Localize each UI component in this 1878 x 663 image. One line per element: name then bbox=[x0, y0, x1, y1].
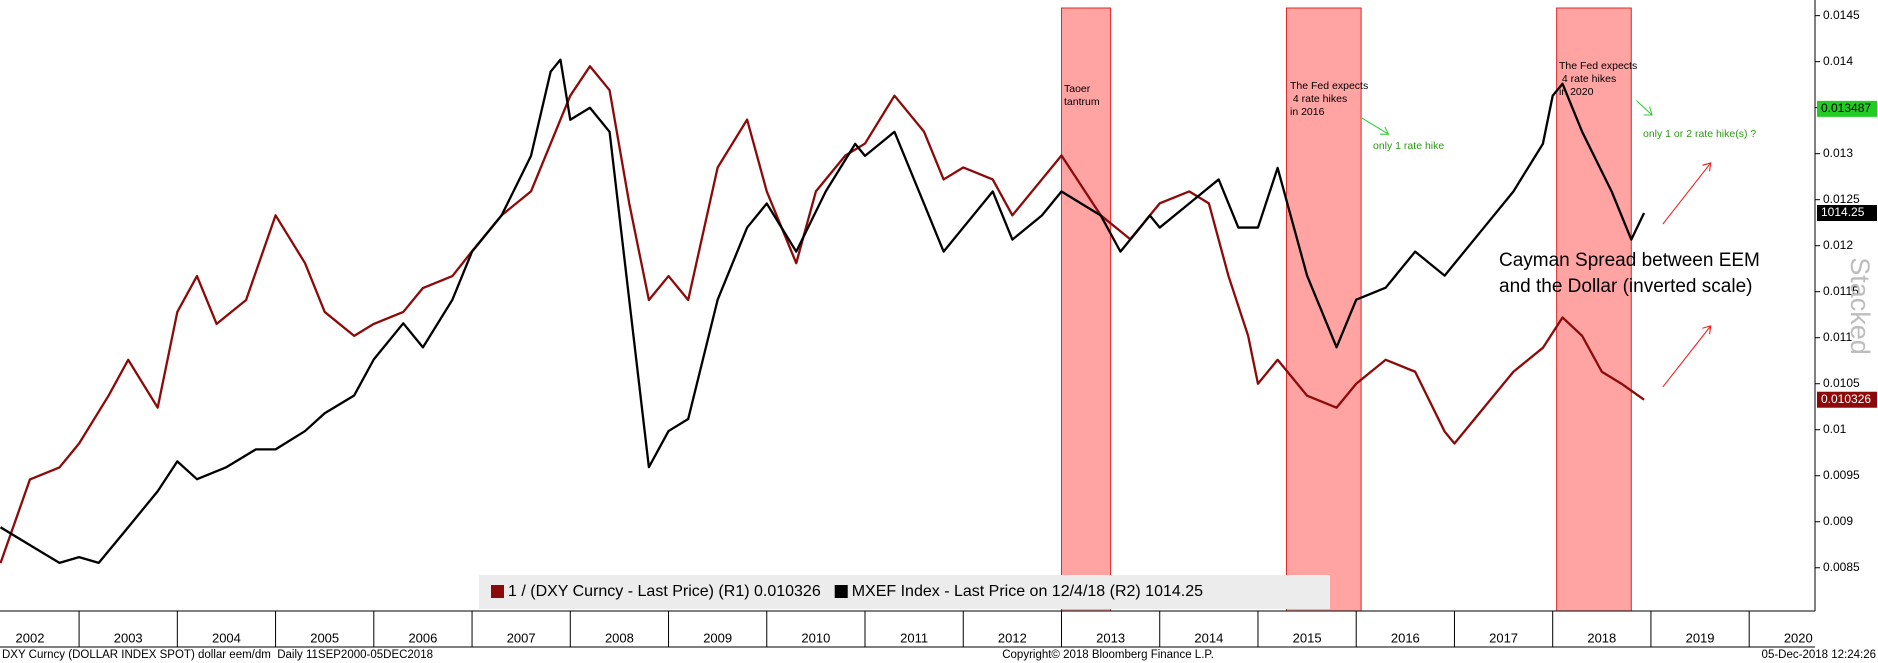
annotation: tantrum bbox=[1064, 96, 1100, 108]
shaded-region bbox=[1556, 7, 1632, 612]
arrow-head bbox=[1702, 325, 1712, 335]
annotation: The Fed expects bbox=[1290, 80, 1368, 92]
watermark: Stacked bbox=[1845, 257, 1875, 355]
annotation: in 2020 bbox=[1559, 86, 1594, 98]
y-tick-label: 0.0105 bbox=[1823, 376, 1860, 390]
x-tick-label: 2006 bbox=[408, 630, 437, 645]
x-tick-label: 2005 bbox=[310, 630, 339, 645]
arrows bbox=[1360, 100, 1712, 388]
shaded-region bbox=[1060, 7, 1112, 612]
y-tick-label: 0.013 bbox=[1823, 146, 1853, 160]
x-tick-label: 2008 bbox=[605, 630, 634, 645]
x-tick-label: 2019 bbox=[1686, 630, 1715, 645]
series-line bbox=[0, 58, 1646, 565]
annotation: only 1 or 2 rate hike(s) ? bbox=[1643, 128, 1756, 140]
arrow bbox=[1360, 116, 1389, 135]
x-tick-label: 2015 bbox=[1293, 630, 1322, 645]
last-value-tag bbox=[1817, 205, 1877, 222]
x-tick-label: 2010 bbox=[801, 630, 830, 645]
x-tick-label: 2012 bbox=[998, 630, 1027, 645]
shaded-region bbox=[1285, 7, 1362, 612]
arrow-head bbox=[1643, 106, 1653, 116]
reference-tag bbox=[1817, 100, 1877, 117]
annotation: 4 rate hikes bbox=[1559, 73, 1616, 85]
x-tick-label: 2009 bbox=[703, 630, 732, 645]
annotation: only 1 rate hike bbox=[1373, 140, 1444, 152]
y-tick-label: 0.009 bbox=[1823, 514, 1853, 528]
legend-label: 1 / (DXY Curncy - Last Price) (R1) 0.010… bbox=[508, 583, 821, 600]
y-tick-label: 0.01 bbox=[1823, 422, 1847, 436]
arrow-head bbox=[1702, 162, 1712, 172]
y-tick-label: 0.012 bbox=[1823, 238, 1853, 252]
x-tick-label: 2003 bbox=[114, 630, 143, 645]
series-lines bbox=[0, 58, 1646, 565]
arrow bbox=[1636, 100, 1653, 116]
last-value-label: 0.010326 bbox=[1821, 392, 1871, 406]
y-tick-label: 0.0085 bbox=[1823, 560, 1860, 574]
x-tick-label: 2018 bbox=[1587, 630, 1616, 645]
y-tick-label: 0.011 bbox=[1823, 330, 1852, 344]
last-value-tag bbox=[1817, 391, 1877, 408]
annotation: in 2016 bbox=[1290, 106, 1325, 118]
footer-copyright: Copyright© 2018 Bloomberg Finance L.P. bbox=[1002, 649, 1214, 661]
legend-box bbox=[479, 575, 1330, 609]
x-tick-label: 2007 bbox=[507, 630, 536, 645]
annotation: Taoer bbox=[1064, 83, 1091, 95]
legend-label: MXEF Index - Last Price on 12/4/18 (R2) … bbox=[852, 583, 1203, 600]
x-tick-label: 2014 bbox=[1194, 630, 1223, 645]
x-tick-label: 2011 bbox=[900, 630, 928, 645]
x-tick-label: 2016 bbox=[1391, 630, 1420, 645]
axes: 2002 2003 2004 2005 2006 2007 2008 2009 2010 2011… bbox=[0, 0, 1877, 648]
annotation: and the Dollar (inverted scale) bbox=[1499, 276, 1752, 297]
last-value-label: 1014.25 bbox=[1821, 205, 1865, 219]
y-tick-label: 0.014 bbox=[1823, 54, 1853, 68]
reference-tag-label: 0.013487 bbox=[1821, 101, 1871, 115]
footer-source: DXY Curncy (DOLLAR INDEX SPOT) dollar ee… bbox=[2, 649, 433, 661]
y-tick-label: 0.0145 bbox=[1823, 8, 1860, 22]
x-tick-label: 2020 bbox=[1784, 630, 1813, 645]
x-tick-label: 2004 bbox=[212, 630, 241, 645]
y-tick-label: 0.0115 bbox=[1823, 284, 1859, 298]
legend-swatch bbox=[834, 585, 848, 598]
legend-swatch bbox=[491, 585, 504, 598]
arrow bbox=[1662, 162, 1712, 225]
footer-timestamp: 05-Dec-2018 12:24:26 bbox=[1762, 649, 1876, 661]
annotation: Cayman Spread between EEM bbox=[1499, 250, 1760, 271]
x-tick-label: 2017 bbox=[1489, 630, 1518, 645]
arrow-head bbox=[1380, 126, 1390, 135]
series-line bbox=[0, 65, 1645, 564]
y-tick-label: 0.0095 bbox=[1823, 468, 1860, 482]
annotation: 4 rate hikes bbox=[1290, 93, 1347, 105]
shaded-bands bbox=[1060, 7, 1632, 612]
legend: 1 / (DXY Curncy - Last Price) (R1) 0.010… bbox=[491, 583, 1203, 600]
y-tick-label: 0.0125 bbox=[1823, 192, 1860, 206]
arrow bbox=[1662, 325, 1712, 388]
annotation: The Fed expects bbox=[1559, 60, 1637, 72]
x-tick-label: 2002 bbox=[16, 630, 45, 645]
x-tick-label: 2013 bbox=[1096, 630, 1125, 645]
